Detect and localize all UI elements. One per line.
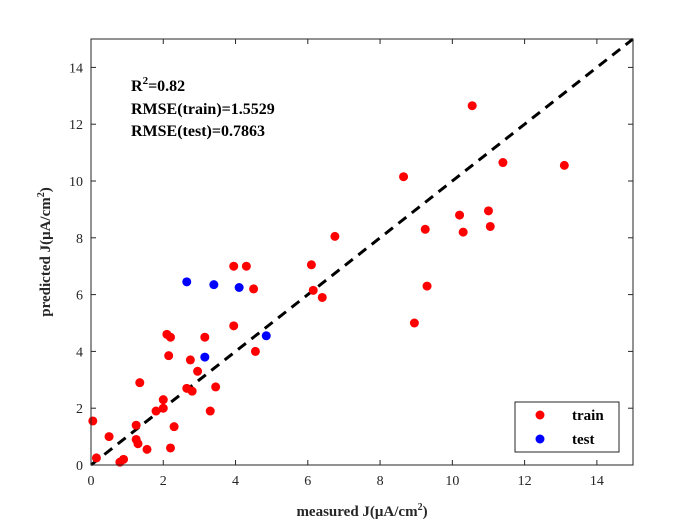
y-tick-label: 12 [69,118,83,133]
x-axis-label-prefix: measured J(μA/cm [296,504,418,520]
legend-label-test: test [572,432,595,448]
y-tick-label: 6 [76,289,83,304]
x-tick-label: 8 [377,474,384,489]
axis-tick-labels: 0 2 4 6 8 10 12 14 0 2 4 6 8 10 12 14 [69,61,604,489]
train-point [205,406,215,416]
train-point [119,454,129,464]
rmse-train-annotation: RMSE(train)=1.5529 [131,101,275,118]
r2-value: =0.82 [148,78,185,95]
train-point [151,406,161,416]
train-point [498,158,508,168]
train-point [330,231,340,241]
x-tick-label: 4 [232,474,239,489]
y-tick-label: 2 [76,402,83,417]
axis-ticks [90,39,633,466]
train-point [165,443,175,453]
legend-marker-train [535,410,545,420]
train-point [422,281,432,291]
train-point [193,366,203,376]
x-axis-label: measured J(μA/cm2) [296,502,427,520]
test-point [209,280,219,290]
x-axis-label-sup: 2 [418,502,423,513]
train-point [308,285,318,295]
train-point [229,321,239,331]
legend-box [514,401,620,453]
r2-sup: 2 [143,75,149,87]
test-point [200,352,210,362]
r2-prefix: R [131,78,143,95]
train-point [185,355,195,365]
train-point [142,444,152,454]
train-point [317,292,327,302]
train-point [249,284,259,294]
train-point [409,318,419,328]
train-point [306,260,316,270]
train-point [165,332,175,342]
reference-line [90,37,634,467]
train-point [158,403,168,413]
train-point [88,416,98,426]
test-point [182,277,192,287]
y-tick-label: 10 [69,175,83,190]
train-point [158,395,168,405]
x-tick-label: 12 [518,474,532,489]
train-point [485,221,495,231]
legend-label-train: train [572,408,604,424]
test-point [261,331,271,341]
legend: train test [514,401,620,453]
train-point [229,261,239,271]
train-point [559,160,569,170]
rmse-test-annotation: RMSE(test)=0.7863 [131,123,265,140]
train-point [164,351,174,361]
y-axis-label: predicted J(μA/cm2) [36,187,54,316]
train-point [104,432,114,442]
train-point [91,453,101,463]
test-point [234,283,244,292]
train-point [458,227,468,237]
train-point [420,224,430,234]
train-point [399,172,409,182]
x-tick-label: 0 [88,474,95,489]
y-axis-label-sup: 2 [36,192,47,197]
y-tick-label: 0 [76,459,83,474]
x-axis-label-suffix: ) [423,504,428,520]
train-point [200,332,210,342]
plot-border [90,38,634,466]
train-point [169,422,179,432]
train-point [211,382,221,392]
train-point [131,420,141,430]
y-axis-label-suffix: ) [38,187,54,192]
data-points [88,101,569,467]
y-tick-label: 8 [76,232,83,247]
x-tick-label: 14 [590,474,604,489]
y-tick-label: 4 [76,345,83,360]
train-point [467,101,477,111]
train-point [455,210,465,220]
train-point [135,378,145,388]
r2-annotation: R2=0.82 [131,75,185,95]
train-point [250,346,260,356]
x-tick-label: 6 [304,474,311,489]
train-point [483,206,493,216]
y-tick-label: 14 [69,61,83,76]
legend-marker-test [535,434,545,444]
y-axis-label-prefix: predicted J(μA/cm [38,197,54,317]
train-point [241,261,251,271]
train-point [187,386,197,396]
x-tick-label: 10 [445,474,459,489]
train-point [133,439,143,449]
x-tick-label: 2 [160,474,167,489]
